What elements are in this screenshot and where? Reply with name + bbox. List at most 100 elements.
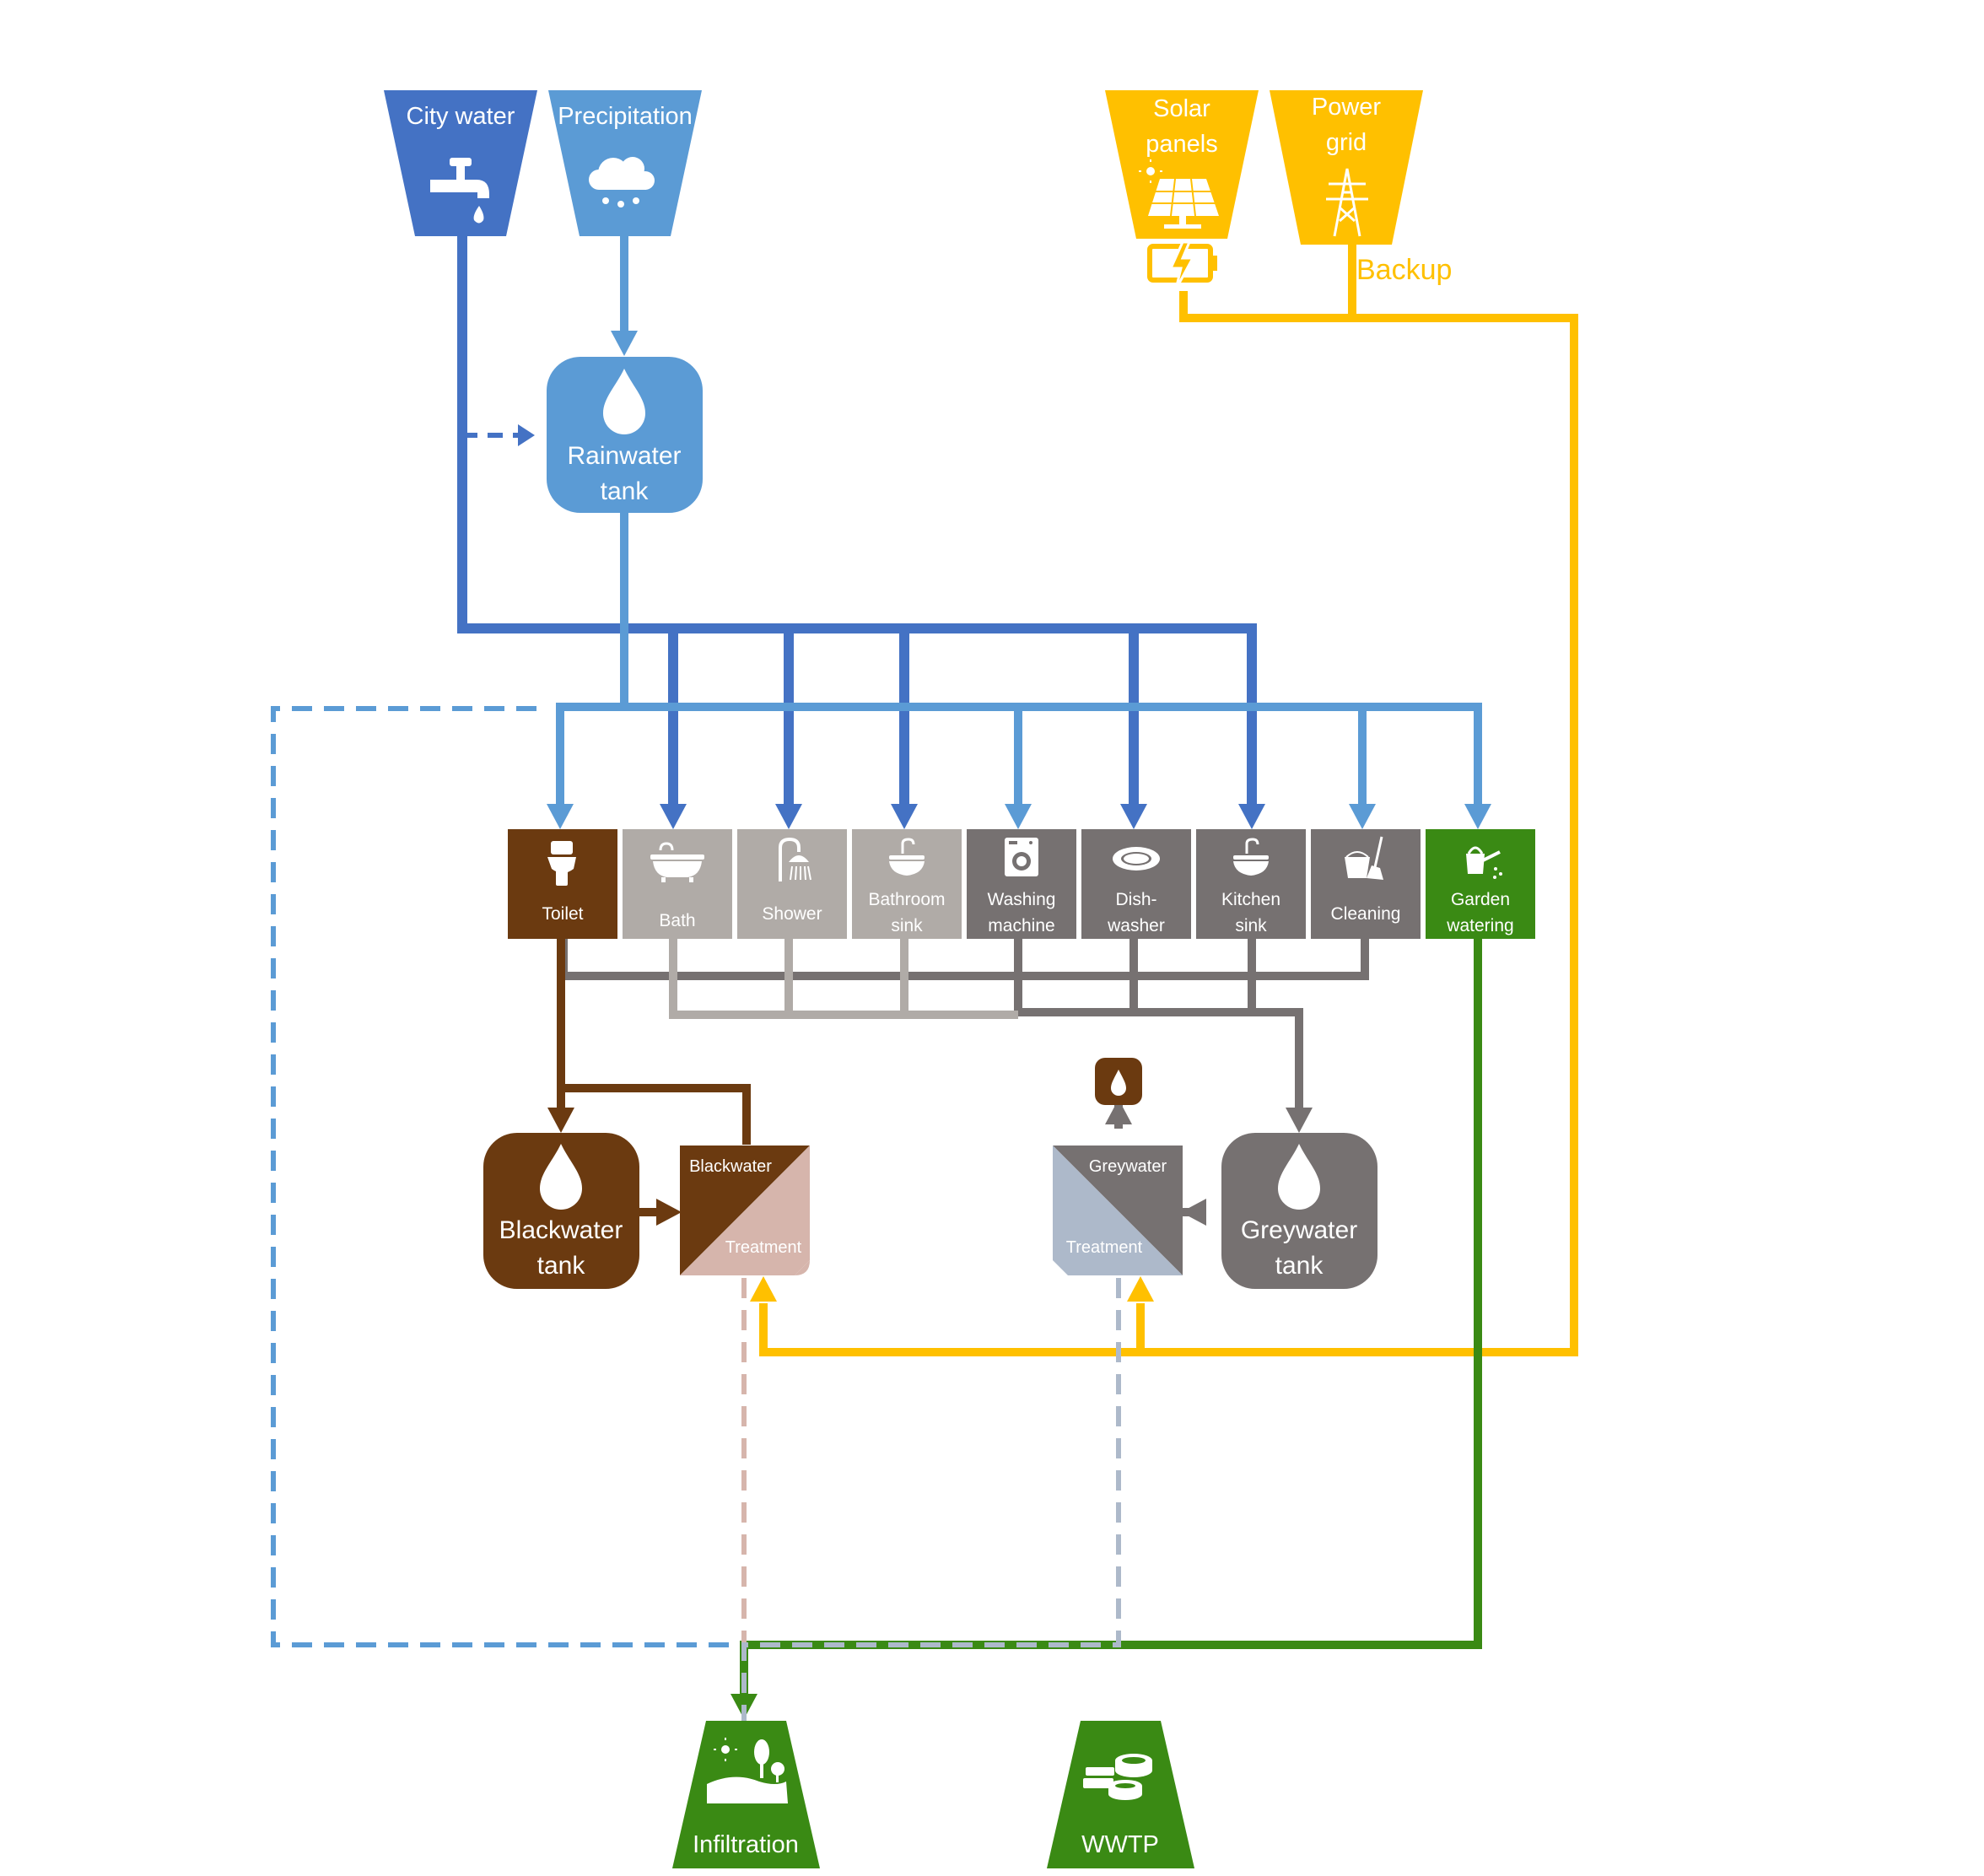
fixture-line1: Bath	[659, 911, 695, 930]
shower-icon	[779, 837, 811, 881]
fixture-line1: Shower	[762, 904, 822, 924]
faucet-icon	[430, 158, 489, 224]
fixture-line2: sink	[1235, 916, 1267, 935]
water-drop-icon	[603, 369, 645, 434]
power-pylon-icon	[1326, 168, 1368, 237]
treatment-basins-icon	[1083, 1754, 1152, 1800]
watering-can-icon	[1466, 846, 1502, 879]
solar-line2: panels	[1146, 131, 1217, 158]
bucket-broom-icon	[1345, 836, 1383, 880]
fixture-kitchen-sink[interactable]: Kitchen sink	[1196, 829, 1306, 939]
rainwater-tank[interactable]: Rainwater tank	[547, 357, 703, 513]
precipitation-source[interactable]: Precipitation	[548, 90, 702, 236]
fixture-line2: washer	[1107, 916, 1165, 935]
blackwater-treatment[interactable]: Blackwater Treatment	[680, 1146, 810, 1275]
tank-body	[1221, 1133, 1377, 1289]
greywater-treatment[interactable]: Greywater Treatment	[1053, 1146, 1183, 1275]
fixture-line1: Kitchen	[1221, 890, 1280, 909]
fixture-bath[interactable]: Bath	[623, 829, 732, 939]
rainwater-arrowheads	[547, 331, 1491, 829]
fixture-cleaning[interactable]: Cleaning	[1311, 829, 1421, 939]
rainwater-line1: Rainwater	[567, 442, 681, 470]
greywater-tank[interactable]: Greywater tank	[1221, 1133, 1377, 1289]
blackwater-arrowheads	[547, 1108, 682, 1226]
fixture-line1: Toilet	[542, 904, 583, 924]
energy-pipes	[759, 245, 1578, 1356]
blackwater-tank-line2: tank	[537, 1252, 586, 1280]
tank-body	[483, 1133, 639, 1289]
fixture-line1: Washing	[988, 890, 1056, 909]
toilet-icon	[547, 841, 576, 886]
blackwater-tank-line1: Blackwater	[499, 1216, 623, 1244]
treatment-bottom-half	[1053, 1146, 1183, 1275]
fixture-bathroom-sink[interactable]: Bathroom sink	[852, 829, 962, 939]
wwtp-label: WWTP	[1081, 1831, 1159, 1858]
gw-treatment-bottom: Treatment	[1066, 1238, 1143, 1257]
fixture-box	[852, 829, 962, 939]
fixture-toilet[interactable]: Toilet	[508, 829, 617, 939]
wwtp-sink[interactable]: WWTP	[1047, 1721, 1194, 1868]
fixture-washing-machine[interactable]: Washing machine	[967, 829, 1076, 939]
energy-arrowheads	[750, 1276, 1154, 1302]
connectors	[271, 236, 1578, 1721]
battery-icon	[1147, 240, 1217, 290]
fixture-line1: Garden	[1451, 890, 1510, 909]
fixture-box	[1311, 829, 1421, 939]
fixture-box	[623, 829, 732, 939]
blackwater-tank[interactable]: Blackwater tank	[483, 1133, 639, 1289]
fixture-dishwasher[interactable]: Dish- washer	[1081, 829, 1191, 939]
city-water-arrowheads	[518, 424, 1265, 829]
greywater-light-pipes	[669, 936, 1018, 1019]
bw-treatment-top: Blackwater	[689, 1157, 772, 1176]
fixture-box	[1426, 829, 1535, 939]
greywater-reuse-drop	[1095, 1058, 1142, 1105]
fixture-box	[737, 829, 847, 939]
rainwater-line2: tank	[601, 477, 650, 505]
blackwater-pipes	[557, 936, 751, 1216]
source-trapezoid	[1105, 90, 1259, 239]
grid-line1: Power	[1312, 94, 1382, 121]
tank-body	[547, 357, 703, 513]
landscape-icon	[707, 1738, 788, 1803]
city-water-label: City water	[407, 103, 515, 130]
fixture-line1: Dish-	[1115, 890, 1156, 909]
power-grid-source[interactable]: Power grid	[1270, 90, 1423, 245]
fixture-box	[1196, 829, 1306, 939]
treatment-bottom-half	[680, 1146, 810, 1275]
gw-treatment-top: Greywater	[1089, 1157, 1167, 1176]
bathtub-icon	[650, 842, 704, 882]
fixture-line2: watering	[1446, 916, 1513, 935]
precipitation-label: Precipitation	[558, 103, 693, 130]
greywater-arrowheads	[1105, 1099, 1313, 1226]
garden-pipes	[740, 936, 1482, 1695]
water-drop-icon	[540, 1144, 582, 1210]
infiltration-label: Infiltration	[693, 1831, 799, 1858]
gw-treated-dashed	[741, 1278, 1121, 1721]
rain-cloud-icon	[589, 157, 655, 208]
city-water-source[interactable]: City water	[384, 90, 537, 236]
greywater-tank-line1: Greywater	[1241, 1216, 1357, 1244]
water-drop-icon	[1111, 1070, 1126, 1096]
dish-icon	[1113, 847, 1160, 871]
solar-panels-source[interactable]: Solar panels	[1105, 90, 1259, 239]
solar-line1: Solar	[1153, 95, 1210, 122]
fixture-line2: machine	[988, 916, 1054, 935]
rainwater-overflow-dashed	[271, 706, 742, 1647]
fixture-garden-watering[interactable]: Garden watering	[1426, 829, 1535, 939]
water-drop-icon	[1278, 1144, 1320, 1210]
city-water-pipes	[457, 236, 1257, 806]
bw-treatment-bottom: Treatment	[725, 1238, 802, 1257]
greywater-tank-line2: tank	[1275, 1252, 1324, 1280]
solar-panel-icon	[1139, 159, 1219, 229]
sink-icon	[889, 838, 925, 876]
washing-machine-icon	[1005, 838, 1038, 876]
fixture-line1: Cleaning	[1331, 904, 1401, 924]
rainwater-pipes	[556, 236, 1482, 806]
sink-icon	[1233, 838, 1269, 876]
fixture-shower[interactable]: Shower	[737, 829, 847, 939]
backup-label: Backup	[1356, 254, 1452, 286]
infiltration-sink[interactable]: Infiltration	[672, 1721, 820, 1868]
grid-line2: grid	[1326, 129, 1367, 156]
fixture-line1: Bathroom	[868, 890, 945, 909]
